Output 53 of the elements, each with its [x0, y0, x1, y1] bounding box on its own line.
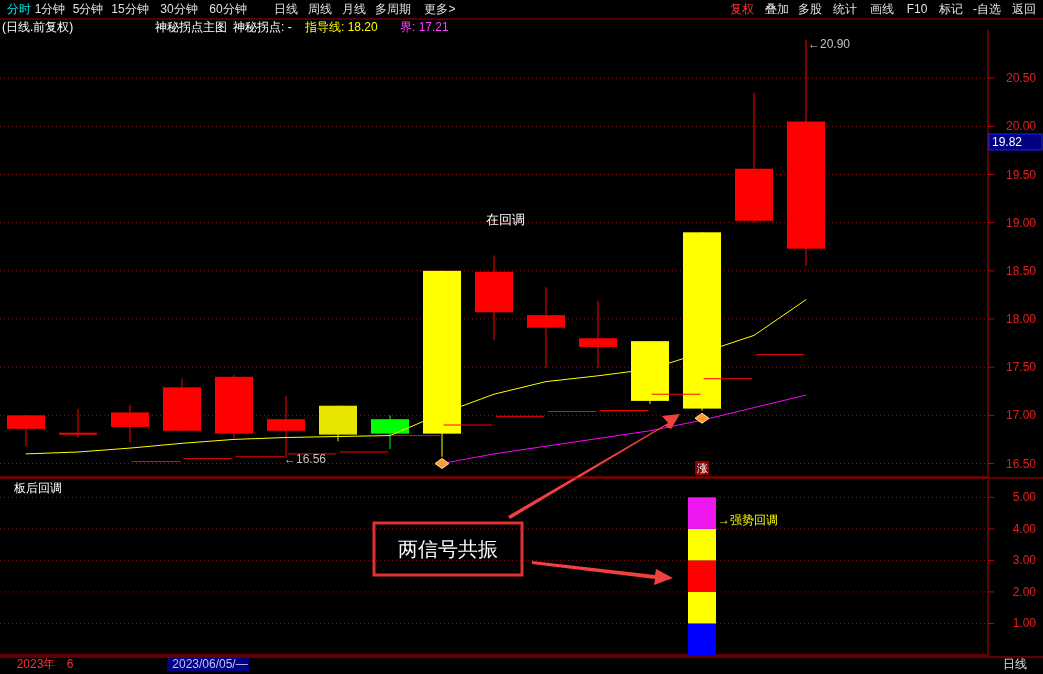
annotation: 指导线: 18.20 [304, 20, 379, 34]
text: 多股 [798, 2, 822, 16]
y-tick-label: 2.00 [1012, 584, 1037, 599]
annotation: 两信号共振 [398, 538, 498, 560]
text: F10 [906, 2, 928, 16]
text: 周线 [308, 2, 332, 16]
y-tick-label: 16.50 [1005, 456, 1037, 471]
annotation: 神秘拐点: - [233, 20, 292, 34]
text: 画线 [870, 2, 894, 16]
text: 日线 [1003, 657, 1027, 671]
annotation: (日线.前复权) [2, 20, 74, 34]
text: 复权 [730, 2, 754, 16]
y-tick-label: 3.00 [1012, 553, 1037, 568]
text: 返回 [1012, 2, 1036, 16]
text: 30分钟 [160, 2, 198, 16]
y-tick-label: 20.50 [1005, 71, 1037, 86]
y-tick-label: 18.50 [1005, 263, 1037, 278]
text: 15分钟 [111, 2, 149, 16]
y-tick-label: 17.00 [1005, 408, 1037, 423]
annotation: 板后回调 [13, 481, 62, 495]
annotation: 在回调 [485, 211, 525, 227]
text: 月线 [342, 2, 366, 16]
candlestick [579, 300, 617, 369]
y-tick-label: 4.00 [1012, 521, 1037, 536]
y-tick-label: 1.00 [1012, 616, 1037, 631]
text: 日线 [274, 2, 298, 16]
text: 分时 [7, 2, 31, 16]
annotation: 界: 17.21 [400, 20, 450, 34]
annotation: ←16.56 [284, 452, 327, 466]
annotation: 涨 [696, 462, 708, 474]
text: 1分钟 [34, 2, 66, 16]
y-tick-label: 19.50 [1005, 167, 1037, 182]
text: 更多> [424, 2, 456, 16]
text: 2023年 [16, 657, 56, 671]
y-tick-label: 20.00 [1005, 119, 1037, 134]
text: 6 [66, 657, 74, 671]
annotation: →强势回调 [718, 513, 778, 527]
y-tick-label: 5.00 [1012, 490, 1037, 505]
annotation: ←20.90 [808, 37, 851, 51]
candlestick [59, 408, 97, 438]
text: 19.82 [992, 135, 1023, 149]
y-tick-label: 17.50 [1005, 360, 1037, 375]
text: 2023/06/05/— [172, 657, 248, 671]
text: 5分钟 [72, 2, 104, 16]
y-tick-label: 18.00 [1005, 312, 1037, 327]
text: 统计 [833, 2, 857, 16]
annotation: 神秘拐点主图 [155, 20, 227, 34]
text: 60分钟 [209, 2, 247, 16]
text: 标记 [938, 2, 963, 16]
text: 叠加 [765, 2, 789, 16]
text: 多周期 [375, 2, 411, 16]
y-tick-label: 19.00 [1005, 215, 1037, 230]
text: -自选 [973, 2, 1001, 16]
